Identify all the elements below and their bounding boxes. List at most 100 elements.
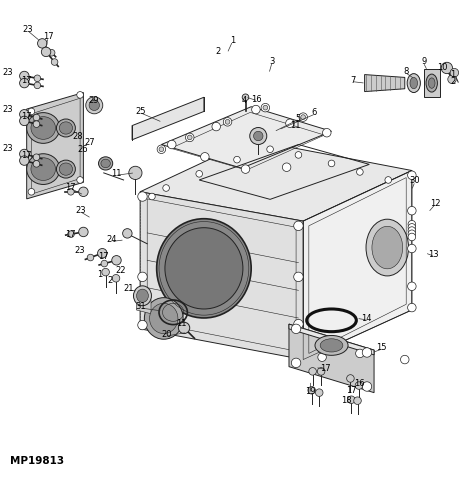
Text: 17: 17	[43, 32, 53, 41]
Text: 1: 1	[97, 270, 102, 279]
Circle shape	[254, 131, 263, 141]
Circle shape	[401, 355, 409, 364]
Circle shape	[385, 176, 392, 183]
Polygon shape	[424, 69, 440, 97]
Ellipse shape	[366, 219, 409, 276]
Circle shape	[356, 349, 364, 358]
Circle shape	[19, 116, 29, 126]
Circle shape	[34, 82, 41, 88]
Text: 6: 6	[312, 108, 317, 117]
Text: 26: 26	[78, 145, 88, 154]
Text: 2: 2	[451, 77, 456, 86]
Text: 23: 23	[2, 104, 13, 114]
Circle shape	[261, 103, 270, 112]
Circle shape	[67, 188, 74, 195]
Circle shape	[112, 274, 120, 282]
Circle shape	[318, 368, 325, 375]
Circle shape	[37, 39, 47, 48]
Text: 9: 9	[421, 57, 426, 66]
Ellipse shape	[31, 158, 55, 180]
Text: 12: 12	[430, 199, 440, 208]
Circle shape	[408, 230, 416, 238]
Ellipse shape	[410, 78, 418, 89]
Circle shape	[250, 128, 267, 145]
Text: 21: 21	[123, 284, 134, 293]
Text: 19: 19	[305, 387, 316, 396]
Text: 13: 13	[428, 250, 439, 259]
Text: 17: 17	[65, 230, 76, 239]
Ellipse shape	[315, 335, 348, 355]
Circle shape	[112, 255, 121, 265]
Polygon shape	[289, 324, 374, 355]
Circle shape	[318, 353, 326, 361]
Text: 23: 23	[23, 25, 34, 34]
Circle shape	[187, 135, 192, 140]
Circle shape	[294, 320, 303, 329]
Text: 14: 14	[361, 314, 372, 323]
Text: 20: 20	[162, 330, 173, 339]
Text: 11: 11	[176, 319, 187, 328]
Text: 25: 25	[136, 107, 146, 116]
Ellipse shape	[150, 303, 178, 333]
Text: 4: 4	[242, 96, 247, 105]
Circle shape	[322, 128, 331, 137]
Circle shape	[292, 358, 301, 368]
Text: 24: 24	[107, 236, 117, 245]
Circle shape	[223, 118, 232, 126]
Ellipse shape	[407, 74, 420, 92]
Circle shape	[408, 227, 416, 234]
Circle shape	[129, 166, 142, 179]
Text: 23: 23	[2, 68, 13, 77]
Circle shape	[19, 156, 29, 166]
Text: 2: 2	[215, 47, 220, 56]
Polygon shape	[140, 192, 303, 359]
Text: 1: 1	[229, 36, 235, 45]
Text: 11: 11	[291, 121, 301, 130]
Circle shape	[295, 152, 302, 158]
Polygon shape	[365, 75, 405, 91]
Ellipse shape	[99, 157, 113, 170]
Circle shape	[196, 170, 202, 177]
Circle shape	[163, 185, 169, 191]
Circle shape	[48, 49, 55, 56]
Circle shape	[68, 231, 74, 238]
Text: 1: 1	[450, 70, 455, 79]
Text: 28: 28	[73, 132, 83, 141]
Polygon shape	[289, 324, 374, 393]
Circle shape	[408, 206, 416, 215]
Text: 5: 5	[296, 113, 301, 123]
Circle shape	[356, 168, 363, 175]
Circle shape	[408, 282, 416, 291]
Ellipse shape	[27, 113, 60, 143]
Ellipse shape	[56, 160, 75, 178]
Text: 22: 22	[115, 266, 126, 275]
Text: 17: 17	[21, 76, 32, 85]
Circle shape	[178, 322, 190, 333]
Circle shape	[89, 100, 100, 110]
Text: 16: 16	[354, 379, 364, 388]
Ellipse shape	[428, 78, 435, 88]
Circle shape	[19, 149, 29, 159]
Text: 3: 3	[269, 57, 274, 66]
Circle shape	[98, 248, 107, 258]
Circle shape	[347, 396, 355, 404]
Circle shape	[138, 192, 147, 201]
Ellipse shape	[372, 226, 402, 269]
Ellipse shape	[156, 219, 251, 318]
Polygon shape	[140, 140, 412, 221]
Circle shape	[101, 260, 108, 267]
Circle shape	[355, 382, 363, 389]
Circle shape	[138, 272, 147, 282]
Ellipse shape	[59, 163, 73, 175]
Circle shape	[354, 397, 361, 405]
Ellipse shape	[137, 289, 148, 302]
Text: 17: 17	[346, 386, 356, 395]
Circle shape	[408, 171, 416, 179]
Circle shape	[450, 69, 459, 77]
Circle shape	[123, 229, 132, 238]
Circle shape	[225, 119, 230, 124]
Circle shape	[167, 140, 176, 149]
Circle shape	[51, 59, 58, 65]
Circle shape	[316, 389, 323, 397]
Text: 17: 17	[21, 151, 32, 160]
